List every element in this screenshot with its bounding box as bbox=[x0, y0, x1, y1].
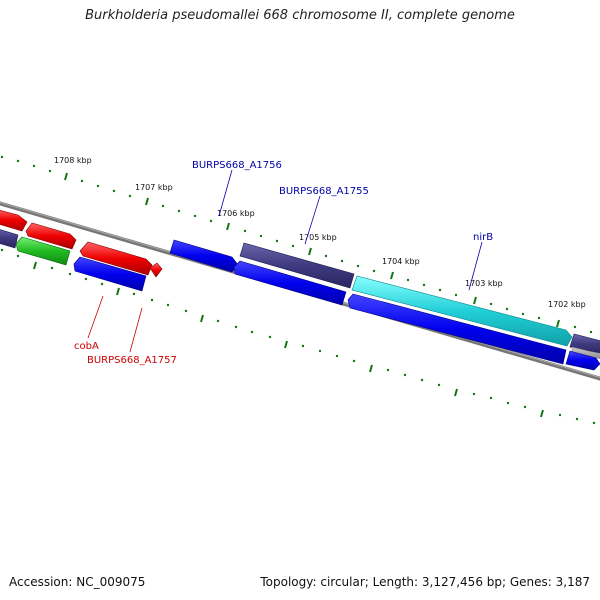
gene-red-far-left[interactable] bbox=[0, 209, 28, 232]
map-title: Burkholderia pseudomallei 668 chromosome… bbox=[85, 8, 515, 23]
tick-label-1706: 1706 kbp bbox=[217, 209, 255, 218]
gene-red-coba[interactable] bbox=[79, 241, 153, 276]
tick-label-1704: 1704 kbp bbox=[382, 257, 420, 266]
gene-label-burps668-a1757[interactable]: BURPS668_A1757 bbox=[87, 355, 177, 366]
gene-label-burps668-a1755[interactable]: BURPS668_A1755 bbox=[279, 186, 369, 197]
forward-genes bbox=[0, 209, 600, 360]
gene-red-left[interactable] bbox=[25, 222, 77, 250]
gene-labels: BURPS668_A1756 BURPS668_A1755 nirB cobA … bbox=[74, 160, 493, 366]
reverse-genes bbox=[0, 228, 600, 371]
tick-label-1707: 1707 kbp bbox=[135, 183, 173, 192]
tick-label-1708: 1708 kbp bbox=[54, 156, 92, 165]
leader-a1755 bbox=[304, 195, 321, 245]
gene-blue-center[interactable] bbox=[233, 260, 347, 306]
leader-a1757 bbox=[129, 307, 143, 353]
gene-label-nirb[interactable]: nirB bbox=[473, 232, 493, 243]
gene-blue-long[interactable] bbox=[347, 293, 567, 365]
gene-label-burps668-a1756[interactable]: BURPS668_A1756 bbox=[192, 160, 282, 171]
gene-gray-right[interactable] bbox=[571, 346, 600, 360]
scale-ticks-lower bbox=[33, 261, 544, 418]
gene-cyan-nirb[interactable] bbox=[351, 275, 573, 347]
leader-coba bbox=[87, 295, 104, 339]
tick-label-1702: 1702 kbp bbox=[548, 300, 586, 309]
gene-green-left[interactable] bbox=[15, 236, 71, 266]
gene-blue-right[interactable] bbox=[565, 350, 600, 371]
accession-text: Accession: NC_009075 bbox=[9, 575, 146, 589]
genome-summary-text: Topology: circular; Length: 3,127,456 bp… bbox=[260, 575, 590, 589]
leader-nirb bbox=[468, 241, 483, 291]
scale-track-upper bbox=[0, 155, 593, 334]
gene-blue-a1757[interactable] bbox=[73, 256, 147, 292]
gene-blue-a1756[interactable] bbox=[169, 239, 239, 273]
scale-dots-lower bbox=[0, 248, 596, 425]
scale-track-lower bbox=[0, 248, 596, 425]
scale-ticks-upper bbox=[64, 172, 560, 328]
label-leaders bbox=[87, 169, 483, 353]
scale-dots-upper bbox=[0, 155, 593, 334]
gene-red-small[interactable] bbox=[149, 262, 163, 278]
leader-a1756 bbox=[218, 169, 233, 217]
tick-label-1703: 1703 kbp bbox=[465, 279, 503, 288]
gene-label-coba[interactable]: cobA bbox=[74, 341, 99, 352]
gene-navy-a1755[interactable] bbox=[239, 242, 355, 289]
tick-label-1705: 1705 kbp bbox=[299, 233, 337, 242]
gene-navy-far-left[interactable] bbox=[0, 228, 19, 249]
scale-labels: 1708 kbp 1707 kbp 1706 kbp 1705 kbp 1704… bbox=[54, 156, 586, 309]
